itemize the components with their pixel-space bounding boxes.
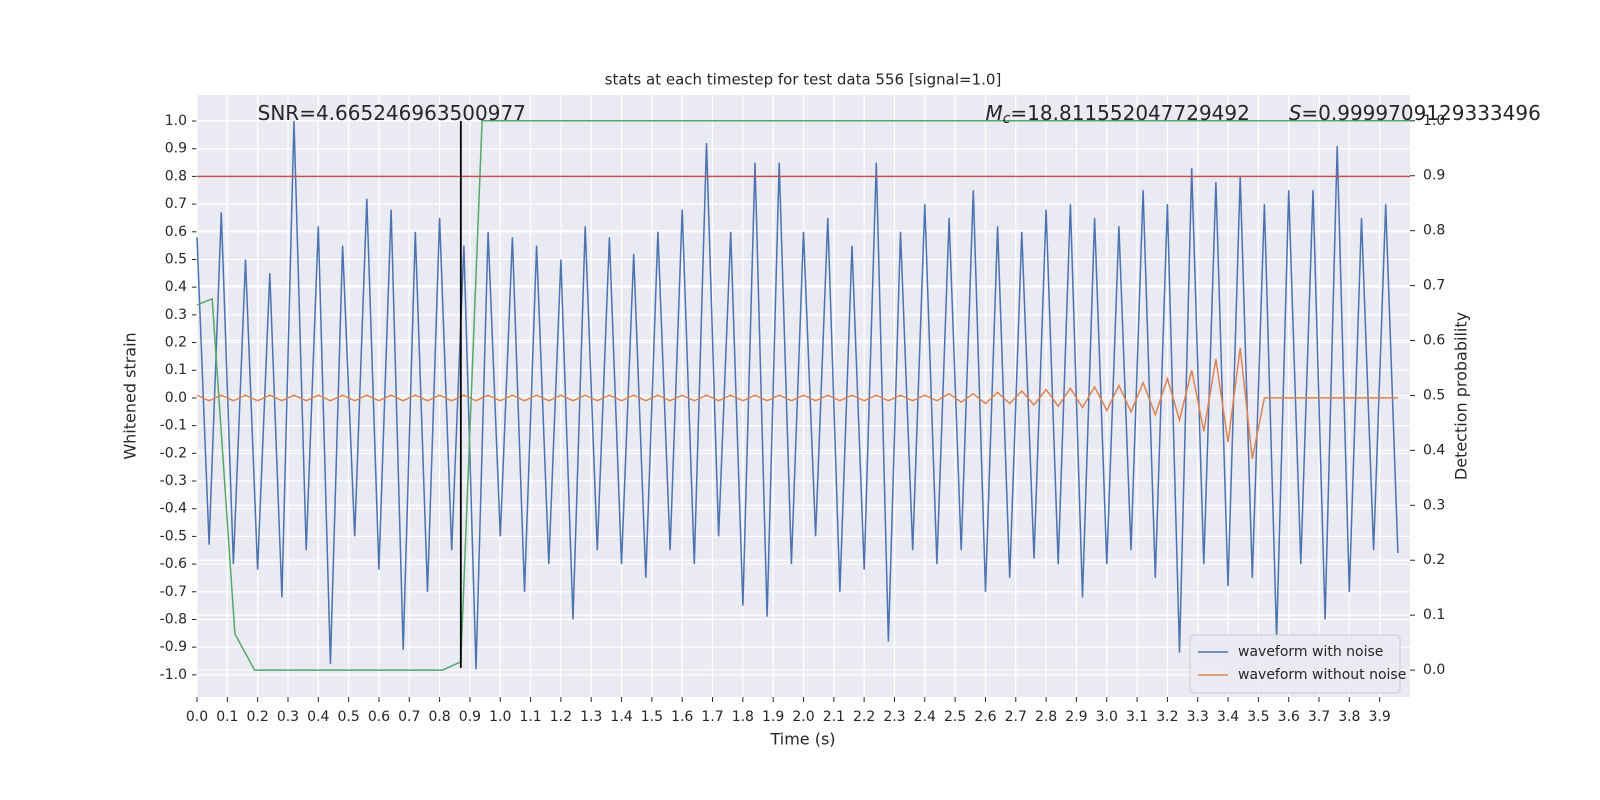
x-tick-label: 1.7 (701, 709, 723, 725)
y-tick-label: -0.9 (160, 639, 187, 655)
x-tick-label: 1.6 (671, 709, 693, 725)
x-tick-label: 0.1 (216, 709, 238, 725)
chart-title: stats at each timestep for test data 556… (605, 71, 1002, 89)
x-tick-label: 0.8 (428, 709, 450, 725)
y-tick-label: 0.8 (165, 168, 187, 184)
y-tick-label: -0.6 (160, 556, 187, 572)
x-tick-label: 2.5 (944, 709, 966, 725)
y-tick-label: -0.7 (160, 584, 187, 600)
x-tick-label: 0.6 (368, 709, 390, 725)
x-tick-label: 3.9 (1369, 709, 1391, 725)
x-tick-label: 3.5 (1247, 709, 1269, 725)
y2-axis-label: Detection probability (1452, 312, 1471, 480)
y-tick-label: -0.1 (160, 418, 187, 434)
x-tick-label: 2.8 (1035, 709, 1057, 725)
series-line (196, 348, 1398, 460)
annotation-text: SNR=4.665246963500977 (258, 101, 526, 125)
legend-label: waveform with noise (1238, 644, 1383, 660)
x-tick-label: 3.3 (1187, 709, 1209, 725)
x-tick-label: 2.7 (1005, 709, 1027, 725)
y2-tick-label: 0.5 (1423, 387, 1445, 403)
y2-tick-label: 0.6 (1423, 333, 1445, 349)
y-tick-label: -0.3 (160, 473, 187, 489)
annotation-text: =18.811552047729492 (1010, 101, 1249, 125)
annotation-symbol: M (985, 101, 1002, 125)
x-tick-label: 2.3 (883, 709, 905, 725)
annotation-symbol: S (1289, 101, 1302, 125)
y-tick-label: 0.9 (165, 141, 187, 157)
x-tick-label: 1.9 (762, 709, 784, 725)
legend-label: waveform without noise (1238, 667, 1406, 683)
y-tick-label: -0.2 (160, 445, 187, 461)
y-tick-label: -1.0 (160, 667, 187, 683)
y2-tick-label: 0.4 (1423, 442, 1445, 458)
y-tick-label: 0.7 (165, 196, 187, 212)
y-tick-label: 0.5 (165, 251, 187, 267)
y2-tick-label: 0.8 (1423, 223, 1445, 239)
annotation-subscript: c (1003, 111, 1011, 127)
x-tick-label: 3.7 (1308, 709, 1330, 725)
y2-tick-label: 1.0 (1423, 113, 1445, 129)
y-tick-label: 1.0 (165, 113, 187, 129)
legend (1189, 634, 1401, 694)
y2-tick-label: 0.0 (1423, 662, 1445, 678)
x-tick-label: 3.6 (1278, 709, 1300, 725)
y2-tick-label: 0.2 (1423, 552, 1445, 568)
annotation: S=0.9999709129333496 (1289, 101, 1541, 125)
x-tick-label: 1.8 (732, 709, 754, 725)
x-tick-label: 1.5 (641, 709, 663, 725)
y-tick-label: -0.4 (160, 501, 187, 517)
y-tick-label: 0.6 (165, 224, 187, 240)
x-axis-label: Time (s) (769, 730, 835, 749)
annotation: Mc=18.811552047729492 (985, 101, 1249, 128)
x-tick-label: 0.3 (277, 709, 299, 725)
series-line (196, 120, 1410, 671)
y-tick-label: -0.8 (160, 611, 187, 627)
x-tick-label: 0.2 (247, 709, 269, 725)
x-tick-label: 2.2 (853, 709, 875, 725)
y2-tick-label: 0.1 (1423, 607, 1445, 623)
y2-tick-label: 0.9 (1423, 168, 1445, 184)
x-tick-label: 3.4 (1217, 709, 1239, 725)
annotation-text: =0.9999709129333496 (1301, 101, 1540, 125)
x-tick-label: 2.1 (823, 709, 845, 725)
y-tick-label: 0.3 (165, 307, 187, 323)
x-tick-label: 3.1 (1126, 709, 1148, 725)
y-axis-label: Whitened strain (121, 332, 140, 459)
x-tick-label: 2.0 (792, 709, 814, 725)
annotation: SNR=4.665246963500977 (258, 101, 526, 125)
y-tick-label: 0.4 (165, 279, 187, 295)
x-tick-label: 0.5 (337, 709, 359, 725)
x-tick-label: 3.2 (1156, 709, 1178, 725)
y2-tick-label: 0.3 (1423, 497, 1445, 513)
x-tick-label: 1.1 (519, 709, 541, 725)
x-tick-label: 2.6 (974, 709, 996, 725)
x-tick-label: 1.0 (489, 709, 511, 725)
x-tick-label: 1.3 (580, 709, 602, 725)
x-tick-label: 1.2 (550, 709, 572, 725)
y-tick-label: 0.0 (165, 390, 187, 406)
x-tick-label: 0.4 (307, 709, 329, 725)
y2-tick-label: 0.7 (1423, 278, 1445, 294)
x-tick-label: 2.4 (914, 709, 936, 725)
y-tick-label: -0.5 (160, 528, 187, 544)
y-tick-label: 0.1 (165, 362, 187, 378)
x-tick-label: 0.7 (398, 709, 420, 725)
x-tick-label: 0.0 (186, 709, 208, 725)
x-tick-label: 3.0 (1096, 709, 1118, 725)
x-tick-label: 2.9 (1065, 709, 1087, 725)
y-tick-label: 0.2 (165, 335, 187, 351)
x-tick-label: 0.9 (459, 709, 481, 725)
x-tick-label: 1.4 (610, 709, 632, 725)
x-tick-label: 3.8 (1338, 709, 1360, 725)
